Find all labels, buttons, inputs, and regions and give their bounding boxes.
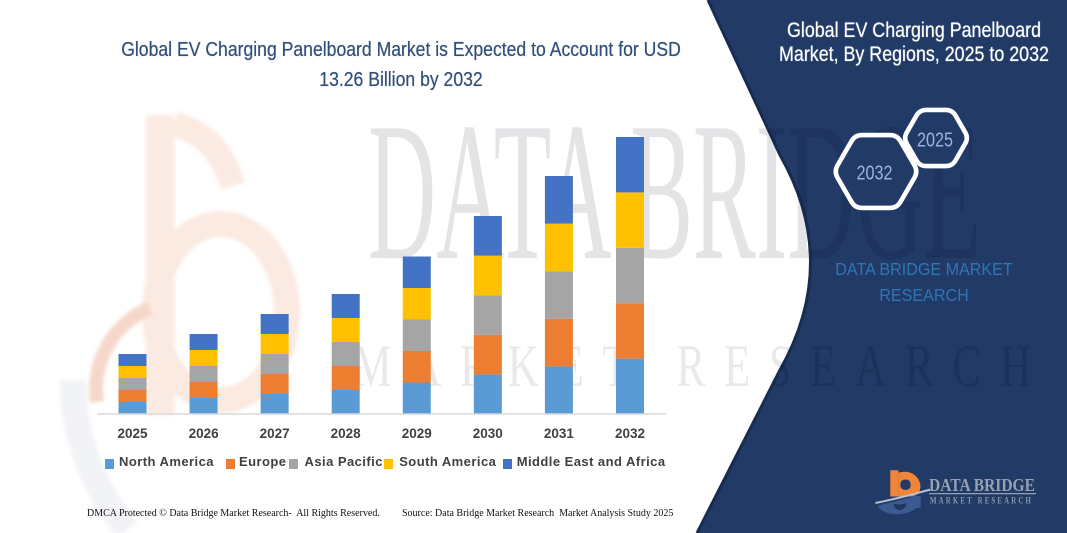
svg-text:2032: 2032 (857, 163, 893, 185)
svg-text:2025: 2025 (917, 130, 953, 152)
svg-text:DATA BRIDGE: DATA BRIDGE (929, 475, 1035, 495)
svg-text:MARKET RESEARCH: MARKET RESEARCH (930, 495, 1033, 505)
